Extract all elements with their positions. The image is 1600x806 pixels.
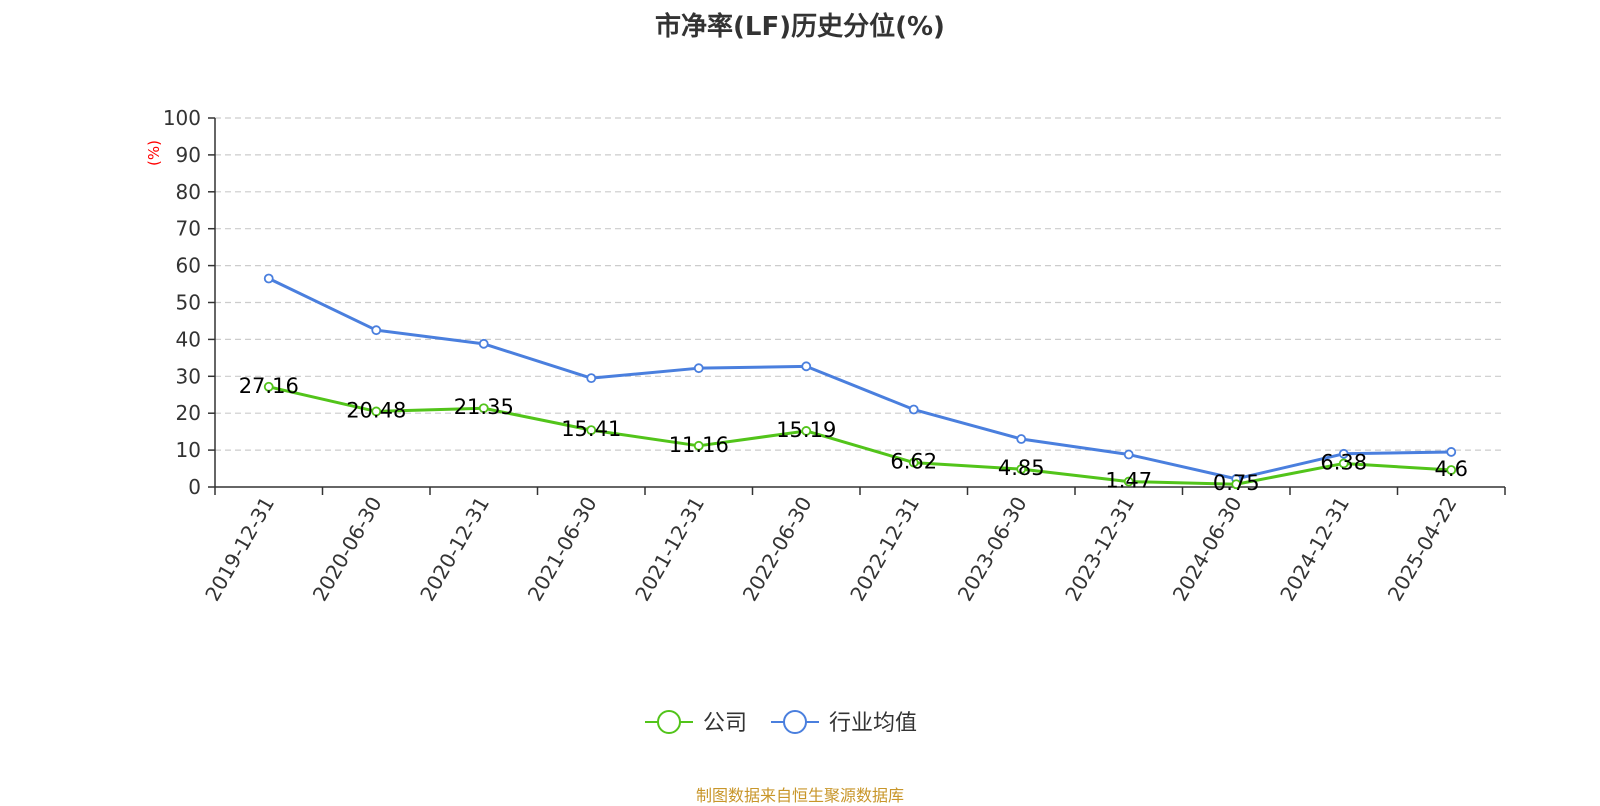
- x-tick-label: 2021-12-31: [630, 493, 709, 606]
- data-point-company: [586, 425, 597, 436]
- x-tick-label: 2025-04-22: [1383, 493, 1462, 606]
- x-tick-label: 2024-12-31: [1275, 493, 1354, 606]
- legend-marker-company: [657, 710, 681, 734]
- x-tick-label: 2022-06-30: [738, 493, 817, 606]
- x-tick-label: 2022-12-31: [845, 493, 924, 606]
- data-point-company: [801, 426, 812, 436]
- data-point-company: [908, 457, 919, 468]
- y-tick-label: 0: [188, 475, 201, 499]
- data-label: 15.41: [561, 417, 621, 441]
- x-tick-label: 2023-06-30: [953, 493, 1032, 606]
- x-tick-label: 2023-12-31: [1060, 493, 1139, 606]
- data-label: 6.62: [890, 450, 937, 474]
- x-tick-label: 2020-12-31: [415, 493, 494, 606]
- data-point-company: [1123, 476, 1134, 487]
- data-point-industry: [1123, 449, 1134, 460]
- y-tick-label: 10: [176, 438, 201, 462]
- data-label: 6.38: [1320, 450, 1367, 474]
- x-tick-label: 2021-06-30: [523, 493, 602, 606]
- y-tick-label: 30: [176, 364, 201, 388]
- data-label: 15.19: [776, 418, 836, 442]
- y-tick-label: 90: [176, 143, 201, 167]
- legend-label-company: 公司: [703, 711, 747, 736]
- data-point-company: [478, 403, 489, 414]
- y-tick-label: 60: [176, 254, 201, 278]
- data-label: 21.35: [454, 395, 514, 419]
- y-tick-label: 100: [163, 106, 201, 130]
- legend-label-industry: 行业均值: [829, 711, 917, 736]
- data-point-company: [263, 381, 274, 392]
- data-label: 1.47: [1105, 469, 1152, 493]
- data-point-industry: [1338, 448, 1349, 459]
- series-line-company: [268, 385, 1452, 486]
- y-tick-label: 80: [176, 180, 201, 204]
- data-point-industry: [1016, 434, 1027, 444]
- y-tick-label: 20: [176, 401, 201, 425]
- data-point-company: [1231, 479, 1242, 490]
- line-chart: 0 10 20 30 40 50 60 70 80 90 100(%) 2019-12-31 2020-…: [145, 106, 1506, 736]
- y-tick-label: 40: [176, 327, 201, 351]
- data-point-company: [693, 440, 704, 451]
- x-tick-label: 2024-06-30: [1168, 493, 1247, 606]
- data-point-industry: [801, 361, 812, 372]
- x-tick-label: 2019-12-31: [200, 493, 279, 606]
- series-line-industry: [268, 277, 1452, 481]
- y-tick-label: 50: [176, 291, 201, 315]
- data-point-industry: [908, 404, 919, 415]
- data-label: 20.48: [346, 398, 406, 422]
- data-point-company: [1446, 465, 1457, 475]
- data-label: 4.6: [1435, 457, 1468, 481]
- data-point-industry: [693, 363, 704, 374]
- y-tick-label: 70: [176, 217, 201, 241]
- data-label: 11.16: [669, 433, 729, 457]
- data-point-industry: [586, 373, 597, 384]
- chart-title: 市净率(LF)历史分位(%): [655, 12, 945, 42]
- footer-source: 制图数据来自恒生聚源数据库: [695, 786, 904, 805]
- data-point-company: [371, 406, 382, 417]
- data-label: 4.85: [998, 456, 1045, 480]
- data-point-industry: [263, 273, 274, 284]
- data-point-company: [1016, 464, 1027, 475]
- data-point-industry: [478, 338, 489, 349]
- data-point-company: [1338, 458, 1349, 469]
- x-tick-label: 2020-06-30: [308, 493, 387, 606]
- y-axis-title: (%): [145, 140, 163, 166]
- data-point-industry: [371, 325, 382, 336]
- data-point-industry: [1446, 447, 1457, 457]
- legend-marker-industry: [783, 710, 807, 734]
- data-label: 27.16: [239, 374, 299, 398]
- data-label: 0.75: [1213, 471, 1260, 495]
